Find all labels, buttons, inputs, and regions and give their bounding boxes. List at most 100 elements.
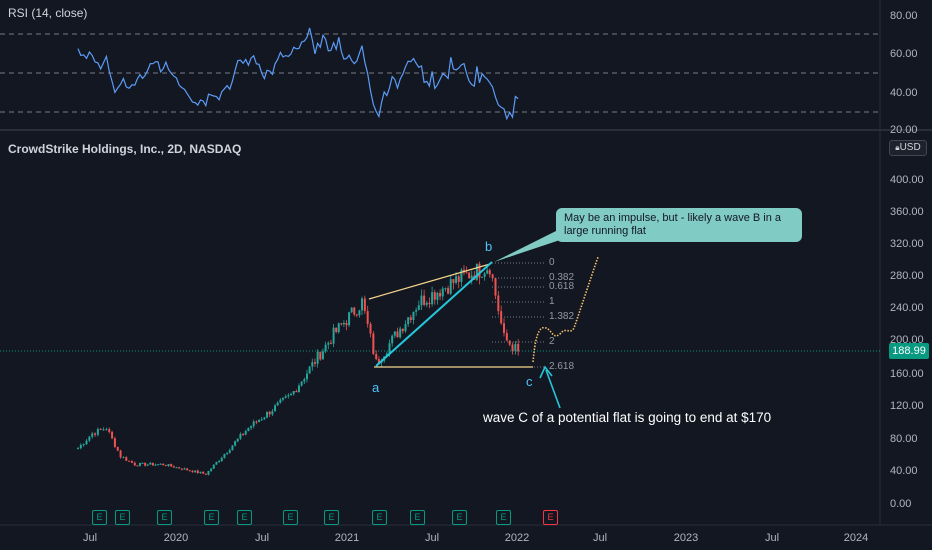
- candle-body: [505, 333, 508, 341]
- candle-body: [287, 395, 290, 397]
- candle-body: [295, 391, 298, 393]
- candle-body: [329, 342, 332, 344]
- channel-upper-line[interactable]: [368, 263, 491, 300]
- candle-body: [128, 460, 131, 462]
- earnings-marker[interactable]: E: [452, 510, 467, 525]
- candle-body: [449, 279, 452, 294]
- candle-body: [157, 464, 160, 466]
- candle-body: [149, 462, 152, 465]
- candle-body: [244, 431, 247, 435]
- candle-body: [447, 288, 450, 294]
- price-axis-label: 280.00: [890, 270, 924, 282]
- candle-body: [210, 468, 213, 471]
- rsi-line: [77, 27, 519, 121]
- candle-body: [404, 324, 407, 332]
- candle-body: [151, 462, 154, 466]
- candle-body: [207, 470, 210, 475]
- price-axis-label: 80.00: [890, 433, 918, 445]
- candle-body: [327, 342, 330, 345]
- projection-path[interactable]: [532, 256, 599, 363]
- fib-label: 0.618: [549, 281, 575, 292]
- fib-label: 0: [549, 257, 555, 268]
- candle-body: [366, 311, 369, 324]
- currency-label: USD: [899, 142, 921, 153]
- candle-body: [401, 328, 404, 332]
- earnings-marker[interactable]: E: [237, 510, 252, 525]
- wave-ab-line[interactable]: [375, 261, 493, 367]
- callout-note[interactable]: May be an impulse, but - likely a wave B…: [556, 208, 802, 242]
- earnings-marker[interactable]: E: [204, 510, 219, 525]
- earnings-marker[interactable]: E: [92, 510, 107, 525]
- candle-body: [255, 421, 258, 423]
- candle-body: [274, 405, 277, 412]
- currency-button[interactable]: 🔒︎USD: [889, 140, 927, 156]
- candle-body: [468, 272, 471, 279]
- price-axis-label: 320.00: [890, 238, 924, 250]
- candle-body: [178, 467, 181, 469]
- candle-body: [391, 335, 394, 344]
- earnings-marker[interactable]: E: [372, 510, 387, 525]
- candle-body: [332, 327, 335, 344]
- candle-body: [324, 344, 327, 352]
- earnings-marker[interactable]: E: [496, 510, 511, 525]
- candle-body: [223, 454, 226, 458]
- candle-body: [164, 465, 167, 467]
- candle-body: [361, 298, 363, 311]
- candle-body: [369, 323, 372, 334]
- candle-body: [340, 323, 343, 325]
- candle-body: [457, 276, 460, 282]
- candle-body: [348, 312, 351, 326]
- rsi-axis-label: 60.00: [890, 48, 918, 60]
- candle-body: [271, 411, 274, 415]
- candle-body: [428, 302, 431, 305]
- time-axis-label: Jul: [592, 532, 608, 544]
- candle-body: [375, 353, 378, 360]
- price-axis-label: 0.00: [890, 498, 912, 510]
- candle-body: [511, 344, 514, 352]
- candle-body: [186, 468, 189, 471]
- fib-label: 1: [549, 296, 555, 307]
- candlestick-series: [77, 261, 520, 476]
- candle-body: [154, 464, 157, 466]
- candle-body: [266, 411, 269, 418]
- time-axis-label: 2021: [334, 532, 360, 544]
- candle-body: [119, 450, 122, 458]
- annotation-text[interactable]: wave C of a potential flat is going to e…: [483, 410, 772, 425]
- earnings-marker[interactable]: E: [115, 510, 130, 525]
- candle-body: [130, 460, 133, 463]
- time-axis-label: Jul: [254, 532, 270, 544]
- earnings-marker[interactable]: E: [410, 510, 425, 525]
- target-arrow[interactable]: [545, 369, 561, 409]
- candle-body: [342, 323, 345, 325]
- price-axis-label: 400.00: [890, 174, 924, 186]
- time-axis-label: Jul: [764, 532, 780, 544]
- candle-body: [94, 433, 97, 435]
- candle-body: [79, 444, 82, 449]
- candle-body: [99, 428, 102, 430]
- candle-body: [460, 269, 463, 282]
- candle-body: [425, 302, 428, 305]
- future-earnings-marker[interactable]: E: [543, 510, 558, 525]
- candle-body: [113, 438, 116, 447]
- candle-body: [247, 427, 250, 432]
- candle-body: [226, 452, 229, 455]
- fib-label: 1.382: [549, 311, 575, 322]
- candle-body: [396, 331, 399, 338]
- earnings-marker[interactable]: E: [283, 510, 298, 525]
- rsi-axis-label: 80.00: [890, 10, 918, 22]
- earnings-marker[interactable]: E: [157, 510, 172, 525]
- time-axis-label: 2022: [504, 532, 530, 544]
- candle-body: [319, 351, 322, 360]
- candle-body: [239, 434, 242, 439]
- candle-body: [102, 429, 105, 431]
- candle-body: [363, 298, 366, 312]
- earnings-marker[interactable]: E: [324, 510, 339, 525]
- candle-body: [452, 279, 455, 283]
- price-axis-label: 40.00: [890, 465, 918, 477]
- candle-body: [441, 288, 444, 297]
- candle-body: [486, 270, 489, 274]
- candle-body: [514, 343, 517, 352]
- wave-label-c: c: [526, 374, 533, 389]
